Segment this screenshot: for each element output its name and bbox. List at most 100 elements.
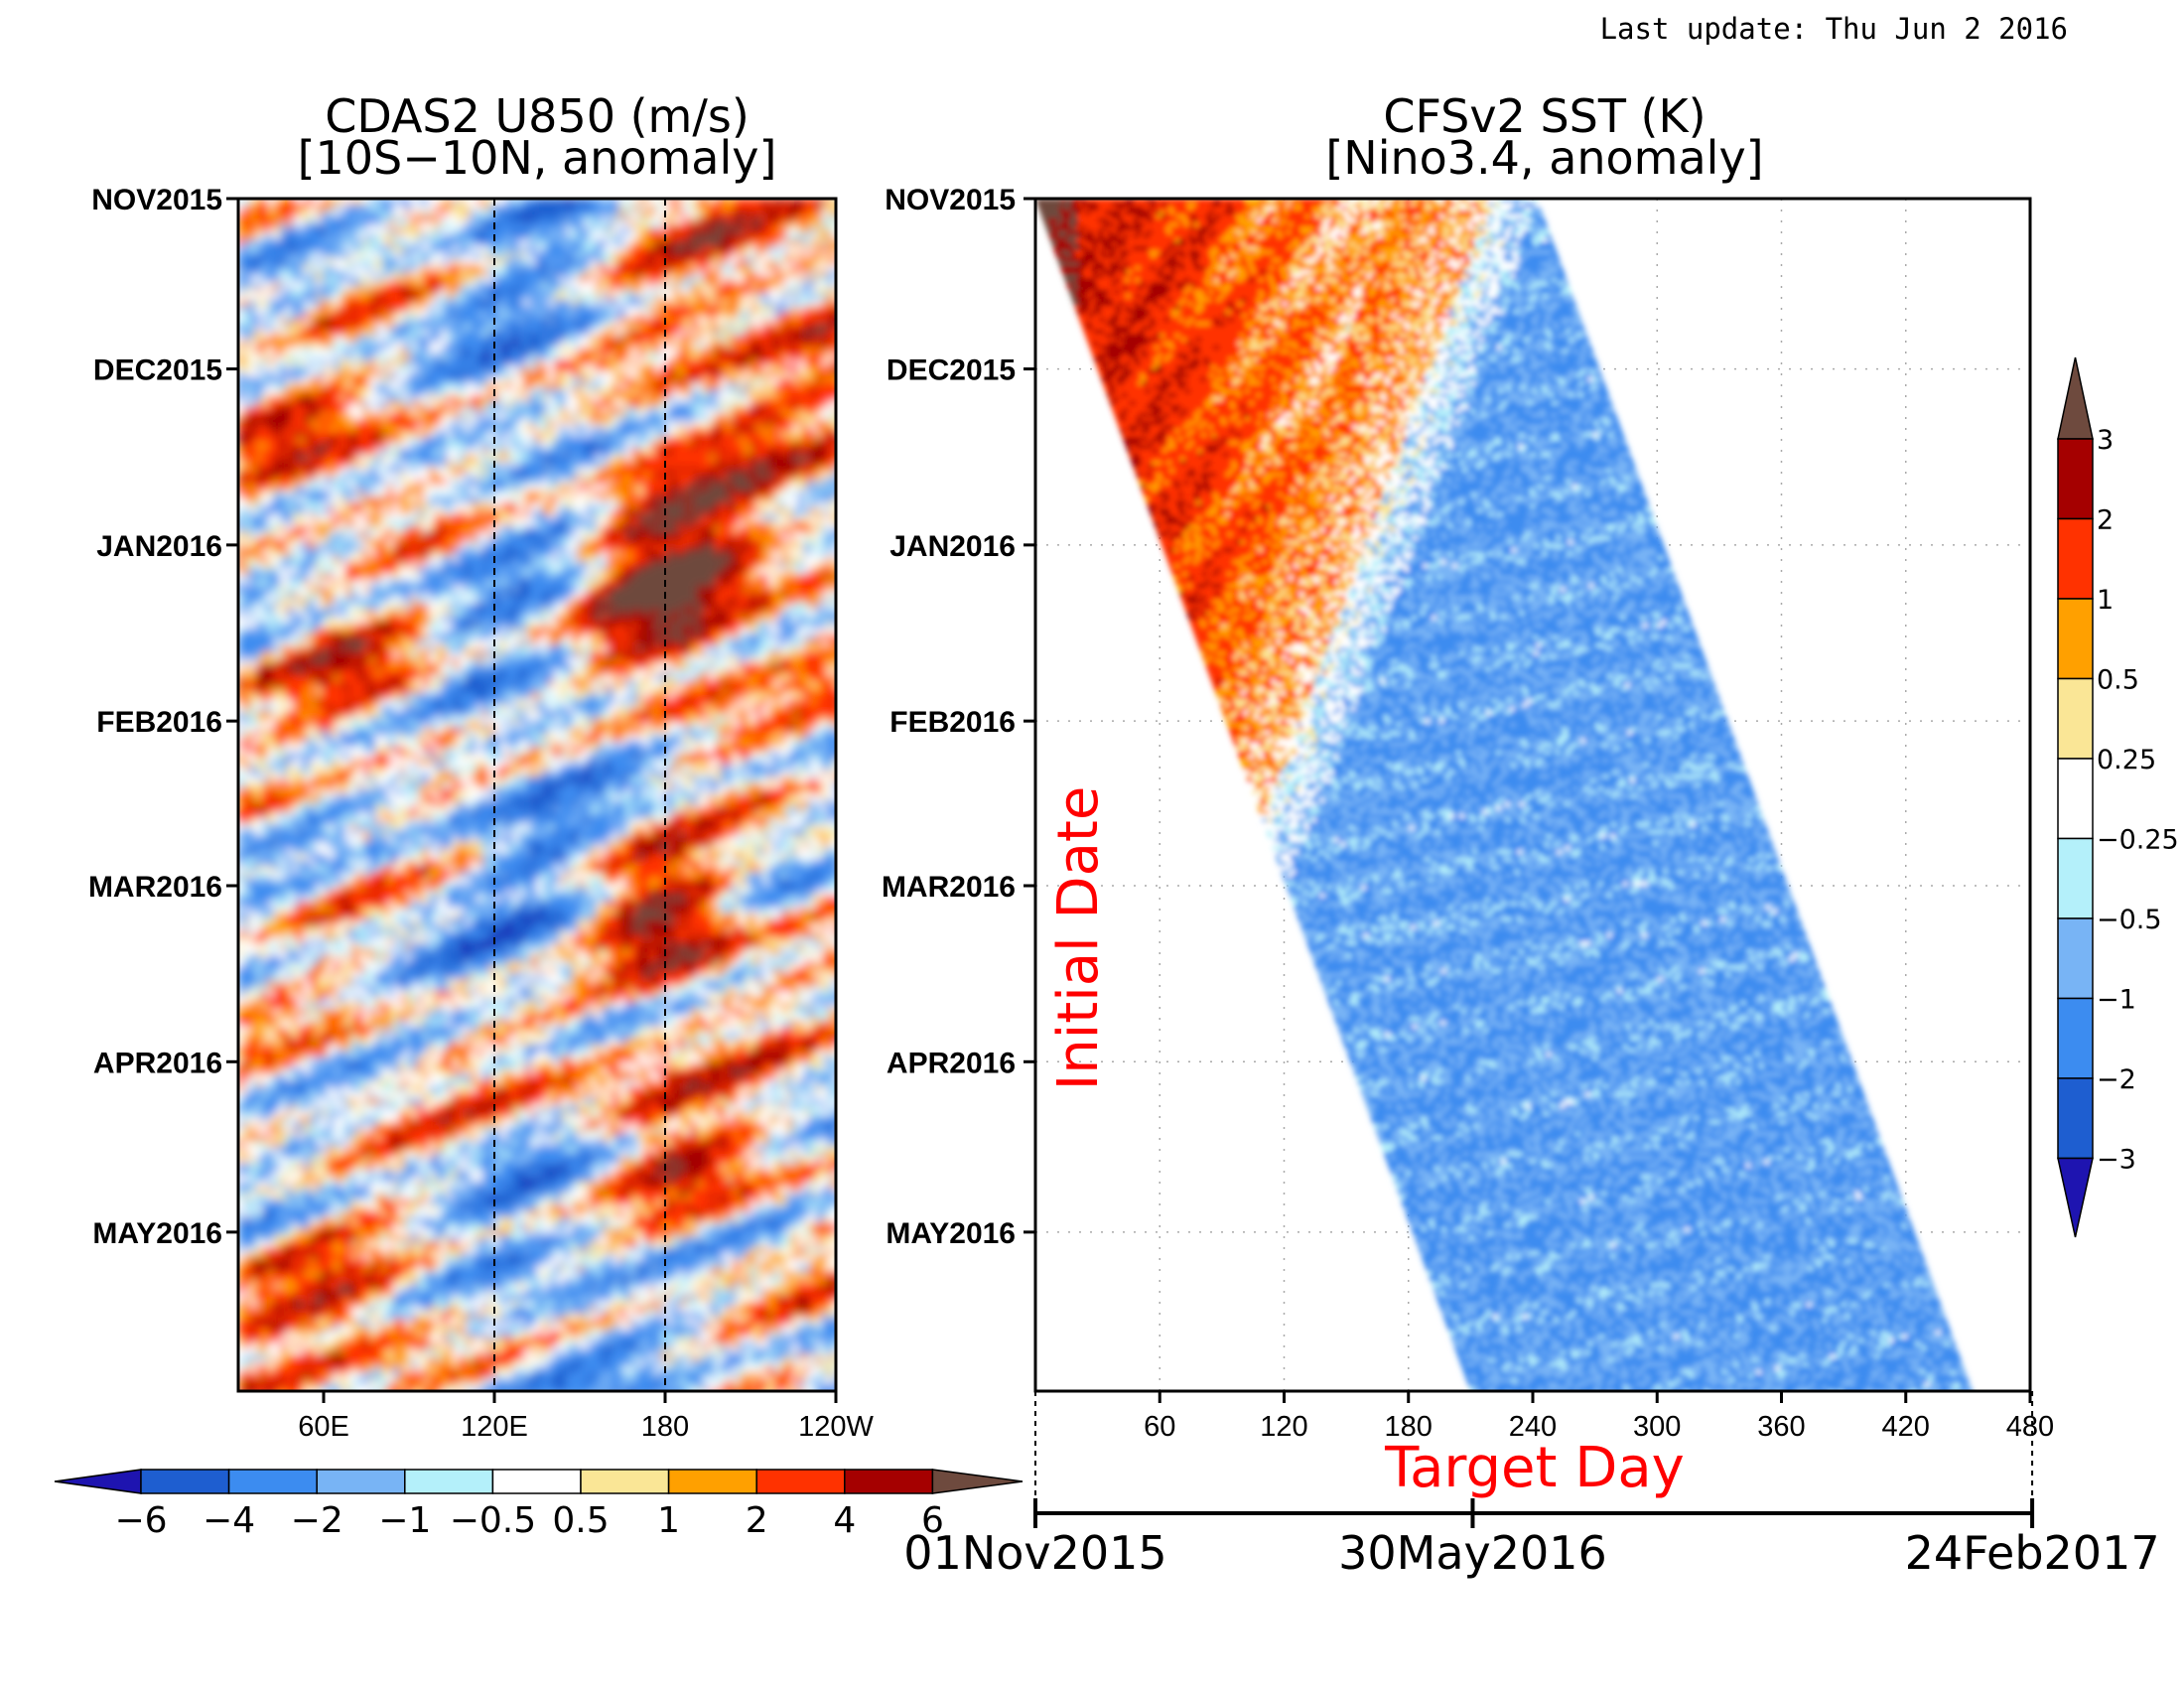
u850-cell — [733, 419, 740, 426]
u850-cell — [363, 336, 370, 343]
u850-cell — [518, 294, 525, 301]
u850-cell — [679, 485, 686, 492]
u850-cell — [810, 252, 817, 259]
u850-cell — [488, 359, 495, 366]
u850-cell — [816, 389, 823, 396]
u850-cell — [262, 473, 269, 480]
u850-cell — [530, 383, 537, 390]
u850-cell — [596, 270, 603, 277]
u850-cell — [715, 324, 722, 331]
u850-cell — [649, 461, 656, 468]
u850-cell — [816, 359, 823, 366]
u850-cell — [477, 359, 483, 366]
u850-cell — [369, 365, 376, 372]
u850-cell — [357, 288, 364, 295]
u850-cell — [488, 395, 495, 402]
u850-cell — [280, 240, 287, 247]
u850-cell — [590, 282, 597, 289]
u850-cell — [238, 234, 245, 241]
u850-cell — [619, 300, 626, 307]
u850-cell — [411, 306, 418, 313]
u850-cell — [345, 443, 352, 450]
u850-cell — [745, 455, 751, 462]
u850-cell — [411, 437, 418, 444]
u850-cell — [709, 228, 716, 235]
u850-cell — [739, 216, 746, 223]
u850-cell — [739, 353, 746, 360]
u850-cell — [798, 377, 805, 384]
u850-cell — [334, 258, 341, 265]
u850-cell — [590, 288, 597, 295]
u850-cell — [310, 359, 317, 366]
u850-cell — [375, 205, 382, 211]
u850-cell — [482, 342, 489, 349]
u850-cell — [280, 211, 287, 217]
u850-cell — [322, 401, 329, 408]
u850-cell — [709, 389, 716, 396]
u850-cell — [423, 306, 430, 313]
u850-cell — [345, 365, 352, 372]
u850-cell — [441, 395, 448, 402]
u850-cell — [280, 252, 287, 259]
u850-cell — [417, 205, 424, 211]
u850-cell — [756, 318, 763, 325]
u850-cell — [756, 294, 763, 301]
u850-cell — [423, 485, 430, 492]
u850-cell — [441, 276, 448, 283]
u850-cell — [465, 389, 472, 396]
u850-cell — [697, 431, 704, 438]
u850-cell — [316, 461, 323, 468]
u850-cell — [536, 461, 543, 468]
u850-cell — [304, 479, 311, 486]
u850-cell — [745, 389, 751, 396]
u850-cell — [357, 473, 364, 480]
u850-cell — [697, 455, 704, 462]
u850-cell — [375, 288, 382, 295]
u850-cell — [238, 312, 245, 319]
u850-cell — [316, 348, 323, 354]
u850-cell — [447, 258, 454, 265]
u850-cell — [661, 288, 668, 295]
u850-cell — [637, 359, 644, 366]
u850-cell — [429, 479, 436, 486]
u850-cell — [351, 389, 358, 396]
u850-cell — [810, 330, 817, 337]
u850-cell — [316, 288, 323, 295]
u850-cell — [810, 228, 817, 235]
u850-cell — [542, 473, 549, 480]
u850-cell — [774, 377, 781, 384]
u850-cell — [828, 353, 835, 360]
u850-cell — [500, 437, 507, 444]
u850-cell — [494, 276, 501, 283]
u850-cell — [238, 330, 245, 337]
u850-cell — [340, 425, 346, 432]
u850-cell — [363, 395, 370, 402]
u850-cell — [667, 342, 674, 349]
u850-cell — [417, 479, 424, 486]
u850-cell — [608, 246, 614, 253]
u850-cell — [441, 419, 448, 426]
u850-cell — [459, 461, 466, 468]
u850-cell — [411, 353, 418, 360]
u850-cell — [721, 306, 728, 313]
u850-cell — [727, 425, 734, 432]
u850-cell — [238, 467, 245, 474]
u850-cell — [328, 288, 335, 295]
u850-cell — [393, 377, 400, 384]
u850-cell — [447, 246, 454, 253]
u850-cell — [751, 377, 757, 384]
u850-cell — [614, 353, 620, 360]
u850-cell — [572, 413, 579, 420]
u850-cell — [560, 461, 567, 468]
u850-cell — [536, 222, 543, 229]
u850-cell — [268, 443, 275, 450]
u850-cell — [631, 306, 638, 313]
u850-cell — [375, 324, 382, 331]
u850-cell — [804, 437, 811, 444]
u850-cell — [780, 413, 787, 420]
u850-cell — [643, 205, 650, 211]
u850-cell — [643, 443, 650, 450]
u850-cell — [250, 348, 257, 354]
u850-cell — [429, 240, 436, 247]
u850-cell — [256, 371, 263, 378]
